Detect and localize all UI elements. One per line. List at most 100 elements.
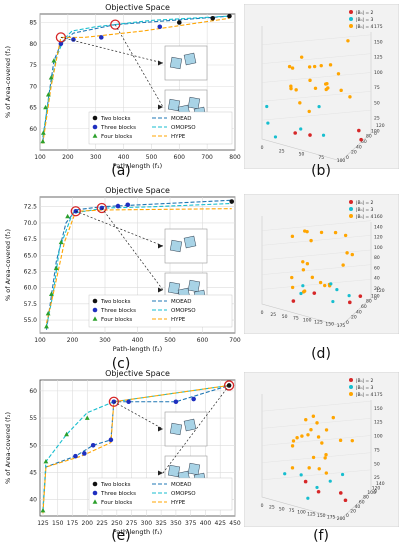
data-point (43, 104, 48, 110)
data-point (43, 459, 49, 464)
line-chart-e: 125 150 175 200 225 250 275 300 325 350 375 400 425 4… (4, 369, 241, 536)
y-axis-label: % of Area-covered (f₂) (4, 229, 12, 301)
pane-gridline (261, 109, 372, 121)
pane-gridline (261, 72, 372, 83)
chart-title: Objective Space (105, 186, 170, 195)
y-tick-label: 0 (346, 513, 349, 519)
z-tick-label: 100 (374, 434, 383, 440)
scatter-point (294, 88, 298, 92)
y-tick-label: 70.0 (24, 220, 38, 227)
panel-label-f: (f) (313, 528, 329, 544)
legend-marker (349, 17, 353, 21)
z-tick-label: 125 (374, 55, 383, 61)
data-point (48, 75, 54, 80)
scatter-point (316, 489, 321, 494)
scatter-point (290, 466, 295, 470)
legend-label: HYPE (171, 317, 186, 323)
legend-label: |Bₙ| = 2 (356, 378, 374, 384)
scatter-point (324, 453, 328, 457)
legend-marker (92, 307, 98, 313)
x-tick-label: 325 (155, 520, 167, 527)
chart-title: Objective Space (105, 369, 170, 378)
scatter-point (324, 87, 328, 92)
scatter-point (298, 101, 302, 105)
data-point (40, 130, 46, 135)
scatter-point (307, 466, 311, 470)
leader-arrowhead (158, 243, 163, 249)
y-tick-label: 85 (29, 20, 37, 27)
y-tick-label: 60 (29, 126, 37, 133)
leader-arrowhead (158, 104, 163, 110)
leader-arrowhead (158, 60, 163, 66)
x-tick-label: 50 (279, 506, 285, 512)
x-tick-label: 100 (34, 154, 46, 161)
legend-label: |Bₙ| = 3 (356, 17, 374, 23)
highlight-circle (108, 396, 120, 407)
scatter-point (304, 417, 308, 422)
z-tick-label: 75 (374, 447, 380, 453)
data-point (58, 239, 64, 245)
x-tick-label: 350 (170, 520, 182, 527)
x-tick-label: 600 (174, 154, 186, 161)
series-line-hype (42, 384, 230, 514)
z-tick-label: 50 (374, 100, 380, 106)
scatter-point (308, 133, 312, 137)
scatter-point (315, 485, 319, 490)
scatter-point (331, 299, 335, 304)
legend-marker (349, 10, 353, 14)
x-tick-label: 400 (118, 154, 130, 161)
scatter-point (311, 455, 316, 460)
scatter-background (244, 4, 399, 169)
leader-arrowhead (158, 426, 163, 432)
scatter-point (301, 268, 306, 272)
scatter-point (265, 104, 269, 109)
highlight-circle (223, 380, 235, 391)
legend-label: Four blocks (101, 317, 132, 323)
scatter3d-b: 1751501251007550250025507510002040608010… (244, 4, 399, 169)
y-tick-label: 100 (371, 293, 380, 299)
scatter-point (335, 288, 339, 292)
x-tick-label: 800 (229, 154, 241, 161)
x-tick-label: 50 (299, 152, 305, 158)
z-tick-label: 100 (374, 70, 383, 76)
scatter-point (346, 39, 350, 43)
legend-label: MOEAD (171, 482, 192, 488)
x-tick-label: 150 (52, 520, 64, 527)
pane-edge (340, 32, 372, 162)
y-tick-label: 55.0 (24, 317, 38, 324)
x-tick-label: 75 (318, 155, 324, 161)
data-point (115, 203, 121, 209)
x-tick-label: 375 (185, 520, 197, 527)
y-tick-label: 55 (29, 415, 37, 422)
legend-label: |Bₙ| = 4 (356, 214, 374, 220)
legend-marker (349, 24, 353, 28)
z-tick-label: 0 (374, 296, 377, 302)
block-shape (183, 52, 197, 66)
z-tick-label: 25 (374, 116, 380, 122)
x-tick-label: 125 (314, 319, 323, 325)
pane-gridline (261, 264, 372, 275)
block-shape (183, 418, 197, 432)
highlight-circle (55, 32, 67, 43)
x-tick-label: 400 (200, 520, 212, 527)
y-tick-label: 20 (351, 315, 357, 321)
legend-label: |Bₙ| = 3 (356, 207, 374, 213)
data-point (45, 92, 51, 97)
z-tick-label: 75 (374, 85, 380, 91)
y-tick-label: 40 (356, 144, 362, 150)
data-point (48, 291, 54, 296)
legend-label: HYPE (171, 500, 186, 506)
x-tick-label: 100 (297, 510, 306, 516)
z-tick-label: 50 (374, 461, 380, 467)
z-tick-label: 0 (374, 489, 377, 495)
y-tick-label: 20 (351, 150, 357, 156)
scatter-point (338, 438, 343, 443)
x-tick-label: 0 (261, 503, 264, 509)
legend-label: MOEAD (171, 116, 192, 122)
inset-frame-icon (164, 45, 208, 81)
scatter-point (331, 415, 335, 420)
inset-frame-icon (164, 228, 208, 264)
data-point (40, 507, 46, 513)
x-tick-label: 100 (303, 318, 312, 324)
scatter-point (323, 456, 327, 460)
